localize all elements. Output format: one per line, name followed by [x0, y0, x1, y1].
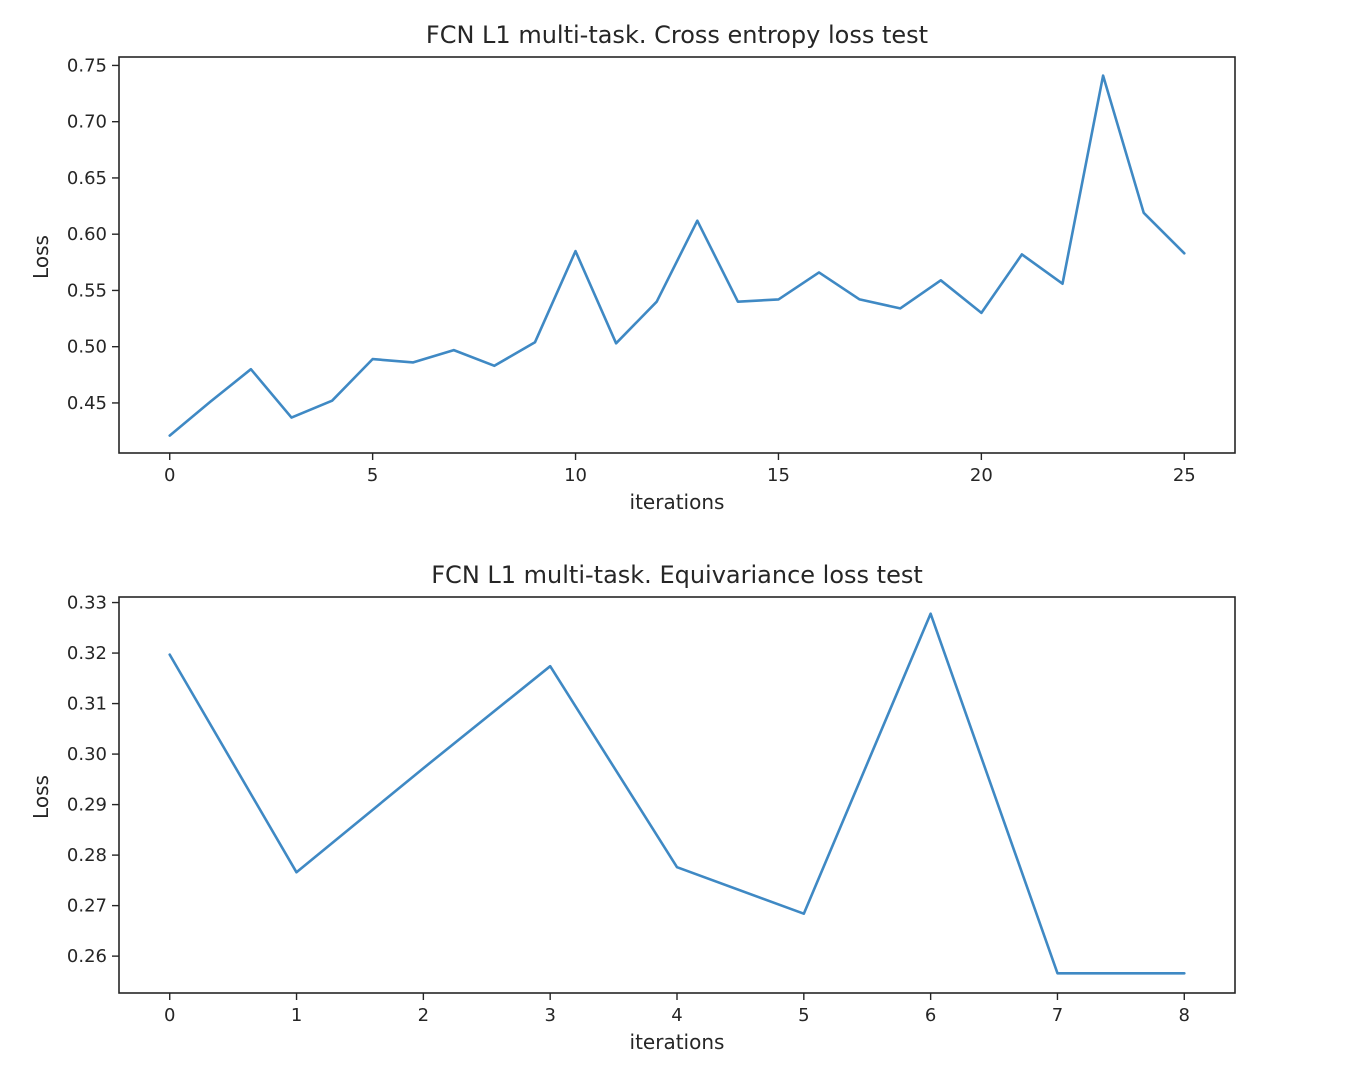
x-tick-label: 0 — [164, 465, 175, 486]
x-axis-label: iterations — [630, 490, 725, 514]
y-tick-label: 0.50 — [67, 337, 107, 358]
plot-area: 0 5 10 15 20 25 0.45 0.50 0.55 0.60 0.65 0.70 0.75 — [67, 55, 1196, 486]
y-tick-label: 0.26 — [67, 946, 107, 967]
y-tick-label: 0.29 — [67, 795, 107, 816]
y-tick-label: 0.45 — [67, 393, 107, 414]
y-tick-label: 0.60 — [67, 224, 107, 245]
x-tick-label: 15 — [767, 465, 790, 486]
y-tick-label: 0.65 — [67, 168, 107, 189]
series-line — [168, 612, 1186, 975]
x-axis-label: iterations — [630, 1030, 725, 1054]
x-tick-label: 5 — [367, 465, 378, 486]
y-tick-label: 0.32 — [67, 643, 107, 664]
y-tick-label: 0.30 — [67, 744, 107, 765]
y-tick-label: 0.28 — [67, 845, 107, 866]
x-tick-label: 8 — [1179, 1005, 1190, 1026]
y-tick-label: 0.27 — [67, 896, 107, 917]
axes-frame — [118, 596, 1236, 994]
x-tick-label: 3 — [544, 1005, 555, 1026]
x-tick-label: 10 — [564, 465, 587, 486]
axes-frame — [118, 56, 1236, 454]
plot-area: 0 1 2 3 4 5 6 7 8 0.26 0.27 0.28 0.29 0.30 0.31 0.32 0.3… — [67, 593, 1190, 1026]
x-tick-label: 20 — [970, 465, 993, 486]
y-axis-label: Loss — [29, 235, 53, 279]
x-tick-label: 2 — [418, 1005, 429, 1026]
x-tick-label: 4 — [671, 1005, 682, 1026]
y-tick-label: 0.75 — [67, 55, 107, 76]
chart-title: FCN L1 multi-task. Equivariance loss tes… — [431, 561, 923, 589]
x-tick-label: 25 — [1173, 465, 1196, 486]
y-axis-label: Loss — [29, 775, 53, 819]
y-tick-label: 0.31 — [67, 694, 107, 715]
y-tick-label: 0.55 — [67, 280, 107, 301]
y-tick-label: 0.33 — [67, 593, 107, 614]
x-tick-label: 0 — [164, 1005, 175, 1026]
x-tick-label: 6 — [925, 1005, 936, 1026]
chart-panel-cross-entropy: FCN L1 multi-task. Cross entropy loss te… — [29, 21, 1236, 514]
x-tick-label: 5 — [798, 1005, 809, 1026]
chart-panel-equivariance: FCN L1 multi-task. Equivariance loss tes… — [29, 561, 1236, 1054]
chart-title: FCN L1 multi-task. Cross entropy loss te… — [426, 21, 928, 49]
series-line — [168, 74, 1186, 437]
x-tick-label: 7 — [1052, 1005, 1063, 1026]
x-tick-label: 1 — [291, 1005, 302, 1026]
y-tick-label: 0.70 — [67, 112, 107, 133]
